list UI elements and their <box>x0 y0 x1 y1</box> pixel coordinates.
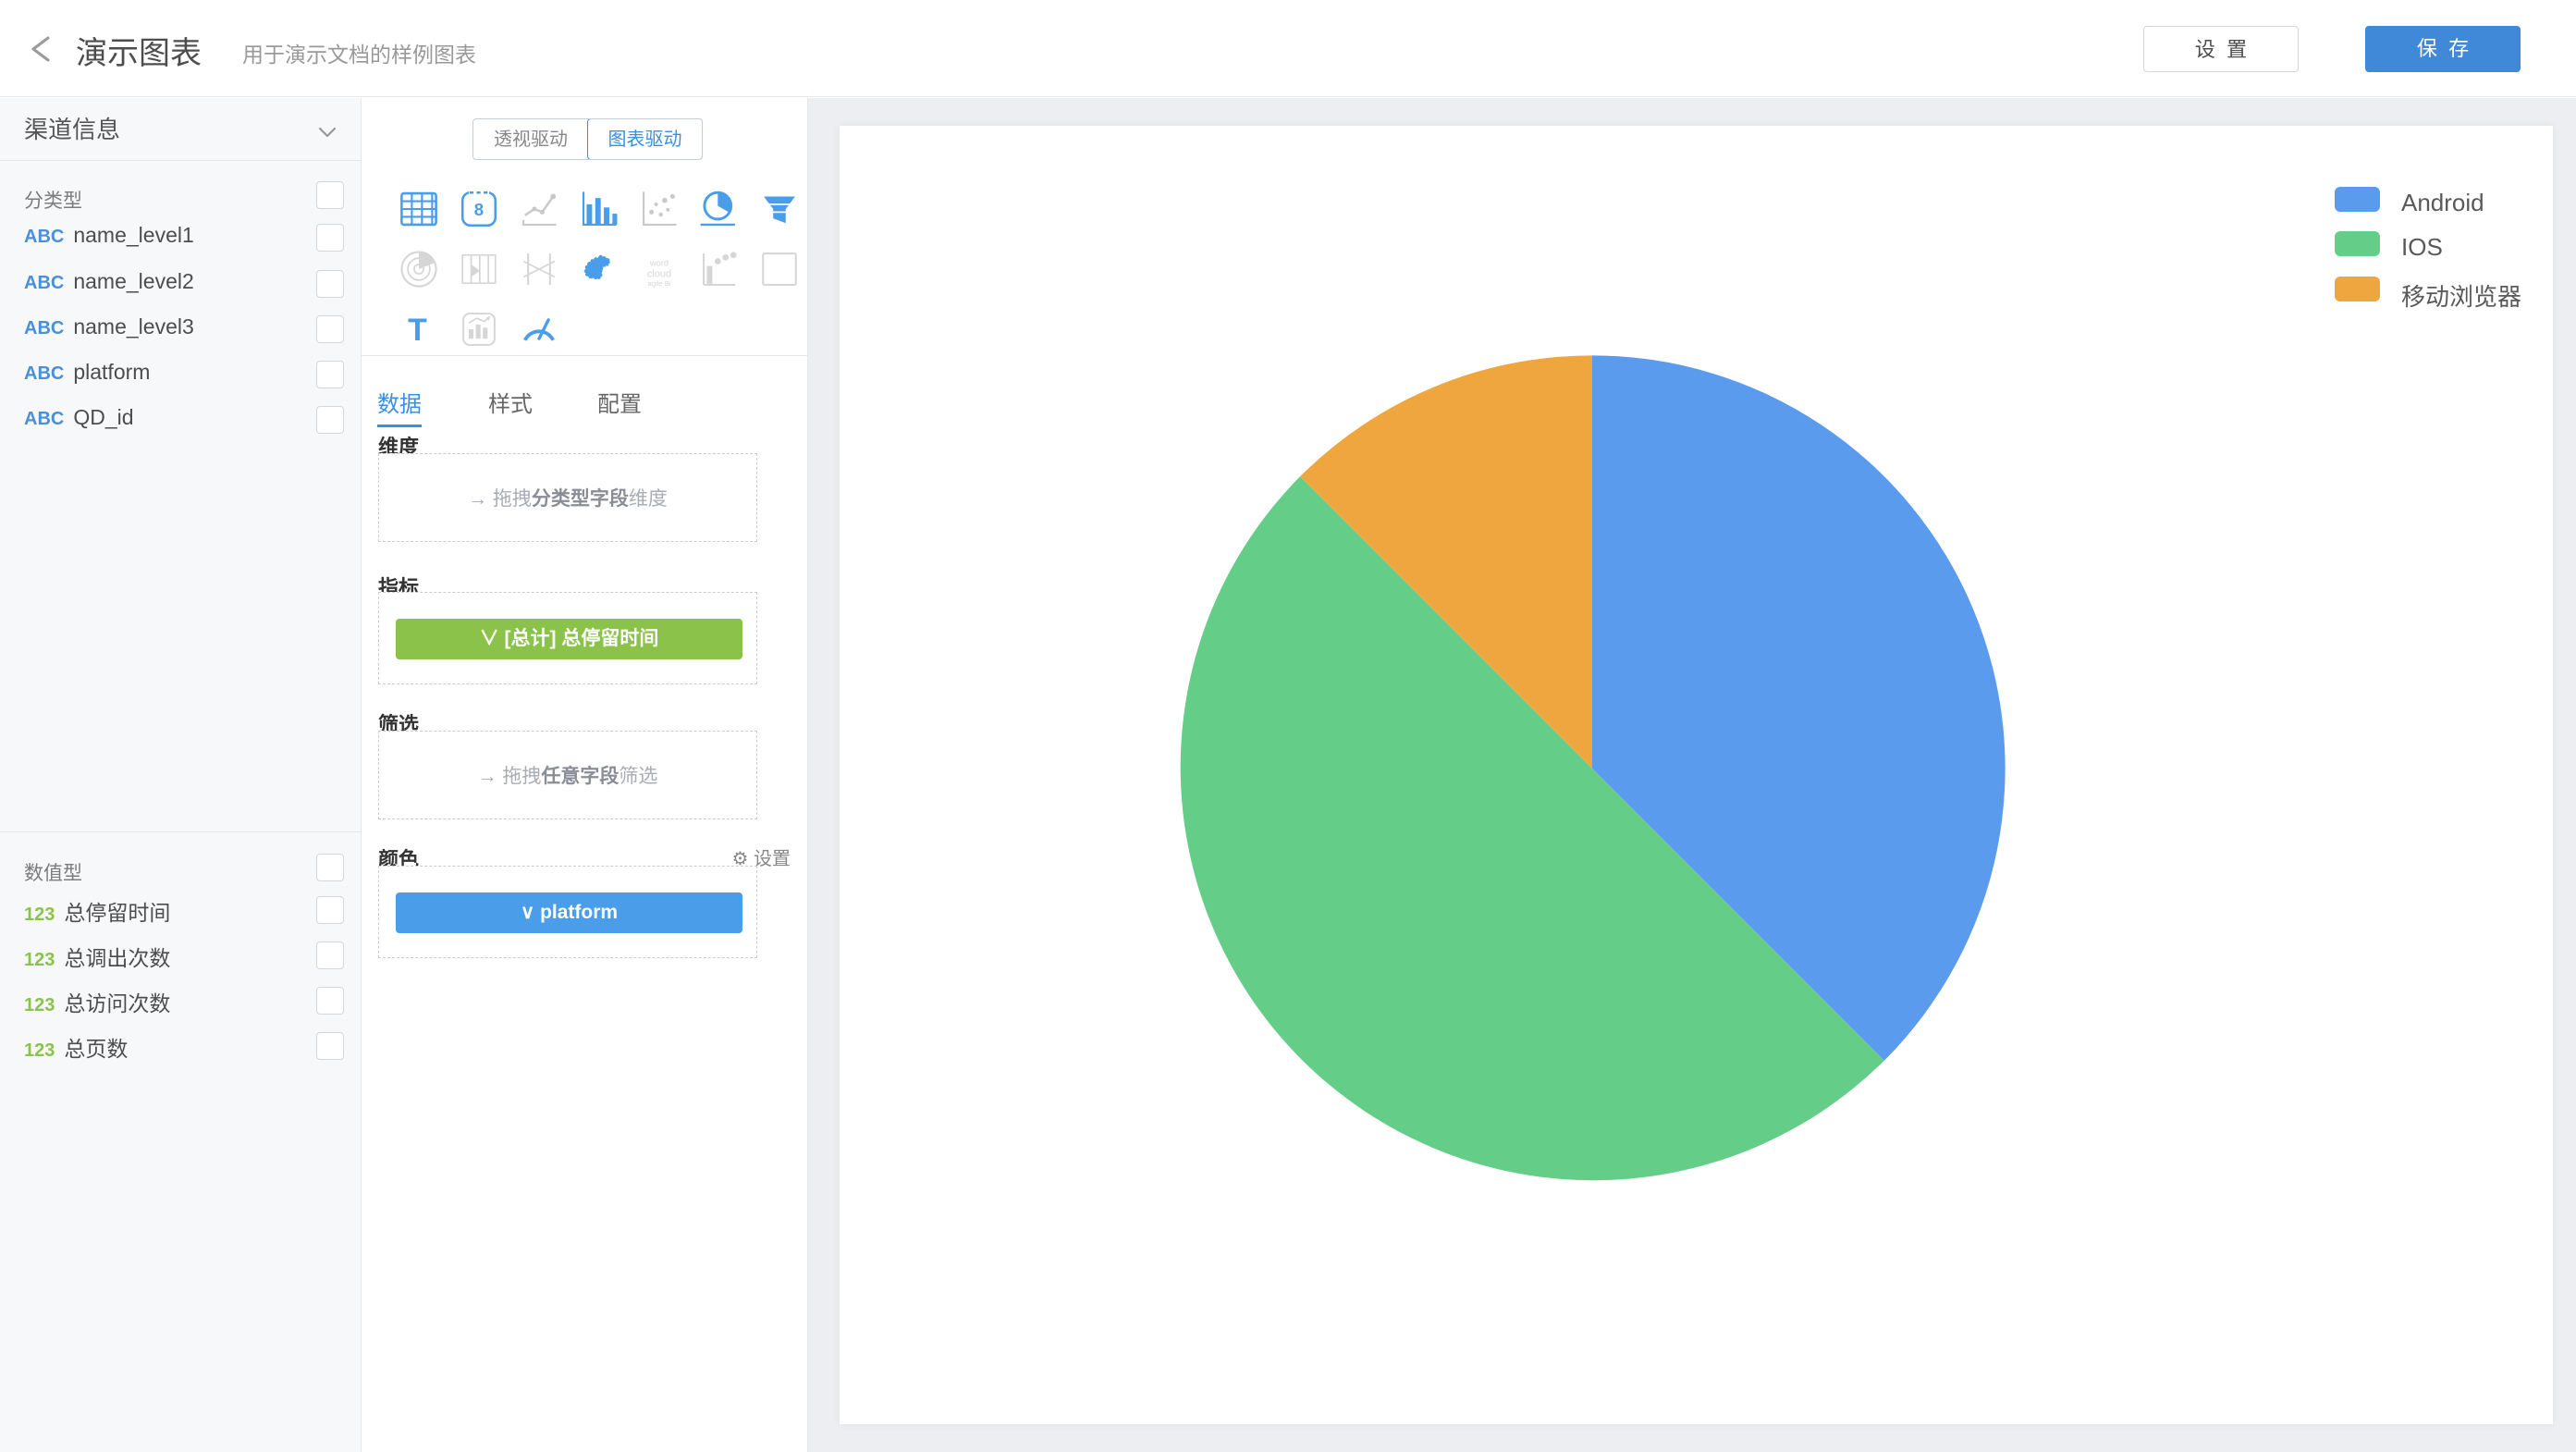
svg-text:agile Bi: agile Bi <box>648 279 671 288</box>
svg-text:word: word <box>649 259 669 268</box>
svg-text:8: 8 <box>474 200 484 219</box>
svg-text:cloud: cloud <box>647 268 671 279</box>
svg-text:T: T <box>408 313 427 348</box>
